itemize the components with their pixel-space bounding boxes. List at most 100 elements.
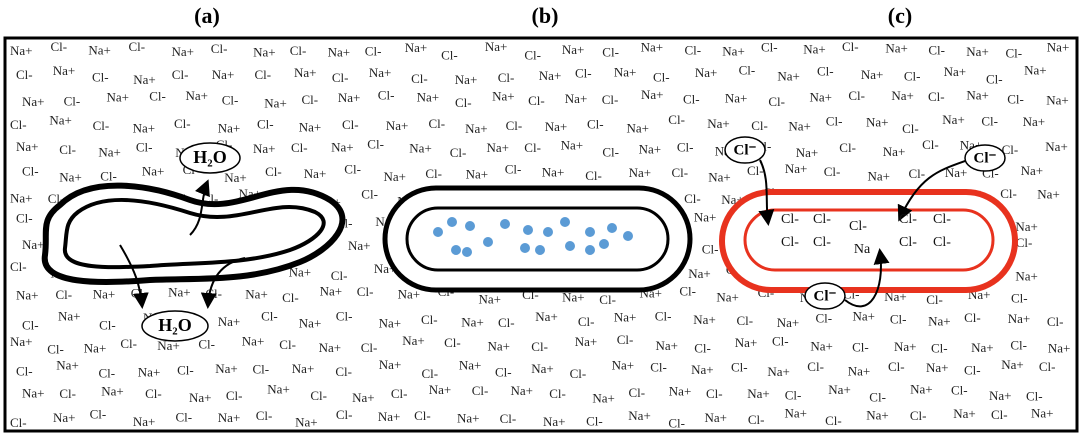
ion-label: Na+ <box>1037 186 1060 201</box>
ion-label: Cl- <box>444 335 461 350</box>
ion-label: Cl- <box>455 95 472 110</box>
ion-label: Na+ <box>656 338 679 353</box>
ion-label: Cl- <box>498 70 515 85</box>
ion-label: Na+ <box>331 139 354 154</box>
ion-label: Na+ <box>989 388 1012 403</box>
ion-label: Cl- <box>99 366 116 381</box>
ion-label: Na+ <box>693 312 716 327</box>
ion-label: Cl- <box>685 42 702 57</box>
panel-label: (b) <box>532 3 559 28</box>
content-dot <box>451 245 461 255</box>
ion-label: Cl- <box>602 92 619 107</box>
ion-label: Cl- <box>22 164 39 179</box>
ion-label: Na+ <box>84 340 107 355</box>
ion-label: Na+ <box>212 67 235 82</box>
ion-label: Cl- <box>981 113 998 128</box>
ion-label: Na+ <box>953 406 976 421</box>
ion-label: Na+ <box>695 65 718 80</box>
ion-label: Cl- <box>731 359 748 374</box>
ion-label: Na+ <box>1008 311 1030 326</box>
ion-label: Na+ <box>868 169 891 184</box>
ion-label: Na+ <box>253 141 276 156</box>
ion-label: Cl- <box>378 88 395 103</box>
ion-label: Na+ <box>398 286 421 301</box>
ion-label: Na+ <box>299 119 322 134</box>
ion-label: Cl- <box>1011 290 1028 305</box>
ion-label: Na+ <box>629 165 652 180</box>
ion-label: Na+ <box>885 40 908 55</box>
ion-label: Na+ <box>461 314 484 329</box>
inside-ion: Cl- <box>899 235 917 250</box>
ion-label: Na+ <box>378 409 401 424</box>
ion-label: Cl- <box>342 117 359 132</box>
ion-label: Cl- <box>1002 142 1019 157</box>
ion-label: Cl- <box>472 383 489 398</box>
content-dot <box>447 217 457 227</box>
content-dot <box>520 243 530 253</box>
ion-label: Cl- <box>848 88 865 103</box>
ion-label: Na+ <box>641 87 664 102</box>
ion-label: Cl- <box>1047 314 1064 329</box>
ion-label: Na+ <box>22 385 45 400</box>
ion-label: Cl- <box>59 386 76 401</box>
ion-label: Na+ <box>785 161 808 176</box>
ion-label: Cl- <box>768 94 785 109</box>
content-dot <box>565 241 575 251</box>
ion-label: Cl- <box>99 317 116 332</box>
ion-label: Na+ <box>1046 92 1069 107</box>
ion-label: Na+ <box>1015 219 1038 234</box>
ion-label: Cl- <box>16 67 33 82</box>
panel-label: (a) <box>194 3 220 28</box>
ion-label: Cl- <box>93 118 110 133</box>
ion-label: Cl- <box>198 336 215 351</box>
ion-label: Cl- <box>336 407 353 422</box>
ion-label: Na+ <box>16 139 39 154</box>
ion-label: Cl- <box>357 284 374 299</box>
ion-label: Cl- <box>951 382 968 397</box>
ion-label: Cl- <box>842 39 859 54</box>
ion-label: Na+ <box>402 333 425 348</box>
ion-label: Cl- <box>739 63 756 78</box>
ion-label: Cl- <box>807 359 824 374</box>
ion-label: Na+ <box>295 414 318 429</box>
ion-label: Cl- <box>570 366 587 381</box>
ion-label: Na+ <box>627 120 650 135</box>
ion-label: Na+ <box>224 170 247 185</box>
ion-label: Cl- <box>824 164 841 179</box>
ion-label: Cl- <box>909 166 926 181</box>
ion-label: Cl- <box>1010 338 1027 353</box>
ion-label: Na+ <box>803 41 826 56</box>
content-dot <box>483 237 493 247</box>
ion-label: Cl- <box>129 39 146 54</box>
ion-label: Cl- <box>888 359 905 374</box>
ion-label: Cl- <box>902 121 919 136</box>
ion-label: Cl- <box>910 408 927 423</box>
ion-label: Na+ <box>242 334 264 349</box>
ion-label: Cl- <box>931 341 948 356</box>
ion-label: Na+ <box>267 382 290 397</box>
ion-label: Na+ <box>708 169 731 184</box>
ion-label: Cl- <box>411 71 428 86</box>
ion-label: Cl- <box>100 168 117 183</box>
ion-label: Na+ <box>457 410 480 425</box>
ion-label: Na+ <box>304 166 327 181</box>
ion-label: Na+ <box>22 94 45 109</box>
inside-ion: Na <box>854 242 871 257</box>
ion-label: Na+ <box>88 42 111 57</box>
content-dot <box>500 219 510 229</box>
water-label: H₂O <box>193 147 226 167</box>
ion-label: Na+ <box>614 309 637 324</box>
ion-label: Na+ <box>747 386 770 401</box>
ion-label: Cl- <box>585 168 602 183</box>
ion-label: Na+ <box>926 360 949 375</box>
ion-label: Na+ <box>1031 406 1054 421</box>
ion-label: Cl- <box>149 89 166 104</box>
ion-label: Cl- <box>172 67 189 82</box>
ion-label: Na+ <box>796 145 819 160</box>
inside-ion: Cl- <box>933 235 951 250</box>
ion-label: Cl- <box>422 366 439 381</box>
ion-label: Cl- <box>222 92 239 107</box>
ion-label: Cl- <box>282 290 299 305</box>
ion-label: Cl- <box>310 388 327 403</box>
ion-label: Cl- <box>1039 359 1056 374</box>
